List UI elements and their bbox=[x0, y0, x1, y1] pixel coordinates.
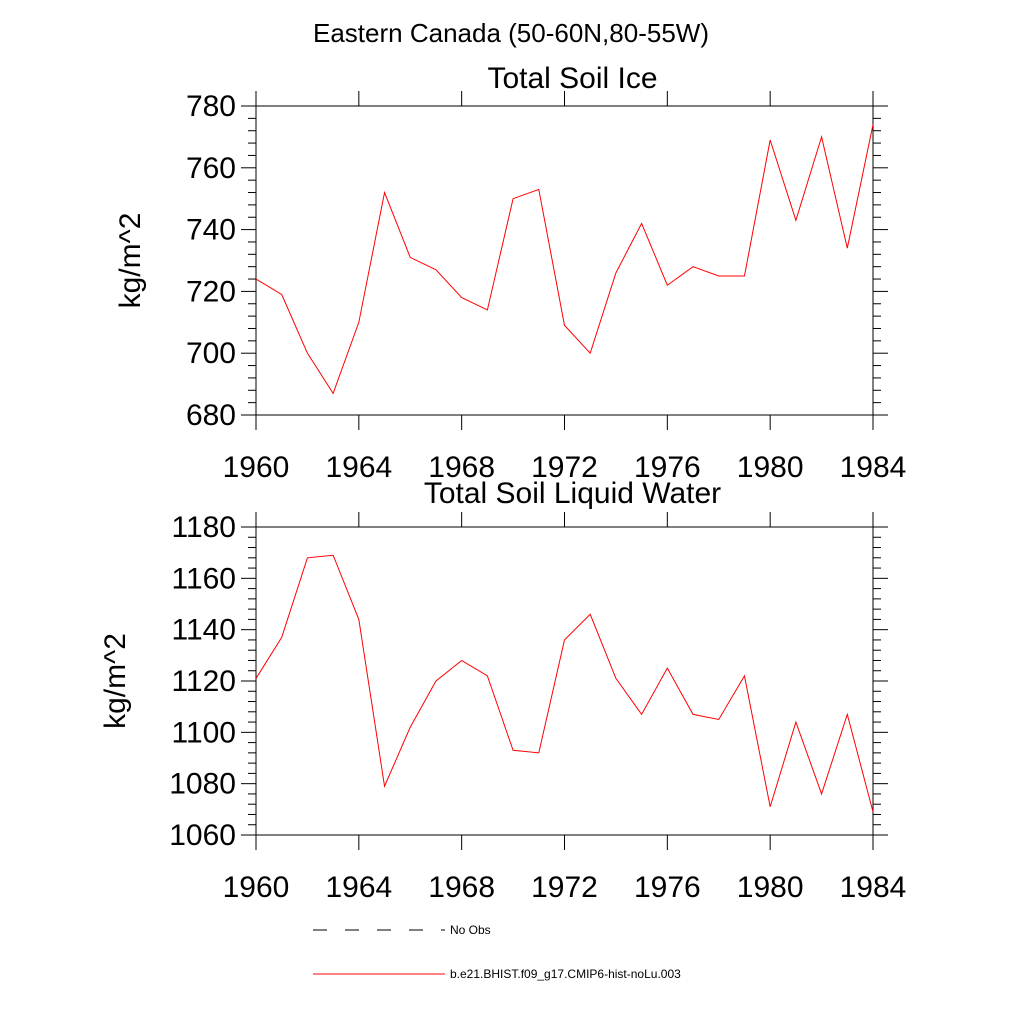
x-tick-label: 1980 bbox=[737, 871, 804, 904]
y-tick-label: 760 bbox=[186, 152, 236, 185]
chart-panels: Total Soil Ice 1960 1964 1968 1972 1976 1980 19… bbox=[99, 62, 906, 904]
legend-item: No Obs bbox=[313, 923, 491, 937]
y-tick-label: 720 bbox=[186, 275, 236, 308]
x-tick-label: 1960 bbox=[223, 451, 290, 484]
legend: No Obs b.e21.BHIST.f09_g17.CMIP6-hist-noL… bbox=[313, 923, 681, 981]
chart-panel-2: Total Soil Liquid Water 1960 1964 1968 1972 1… bbox=[99, 477, 906, 904]
x-tick-label: 1964 bbox=[325, 451, 392, 484]
chart-panel-1: Total Soil Ice 1960 1964 1968 1972 1976 1980 19… bbox=[114, 62, 906, 484]
y-tick-label: 700 bbox=[186, 337, 236, 370]
x-tick-label: 1976 bbox=[634, 451, 701, 484]
y-tick-label: 1100 bbox=[171, 716, 236, 749]
y-tick-label: 1140 bbox=[171, 614, 236, 647]
plot-frame bbox=[255, 105, 874, 416]
legend-label: No Obs bbox=[450, 923, 491, 937]
y-tick-label: 1080 bbox=[169, 768, 236, 801]
x-tick-label: 1968 bbox=[428, 871, 495, 904]
y-tick-label: 1120 bbox=[171, 665, 236, 698]
y-tick-label: 680 bbox=[186, 399, 236, 432]
x-tick-label: 1964 bbox=[325, 871, 392, 904]
legend-label: b.e21.BHIST.f09_g17.CMIP6-hist-noLu.003 bbox=[450, 967, 681, 981]
panel-title: Total Soil Ice bbox=[487, 62, 657, 95]
y-tick-label: 780 bbox=[186, 90, 236, 123]
plot-frame bbox=[255, 526, 874, 836]
y-tick-label: 1160 bbox=[171, 562, 236, 595]
y-tick-label: 1180 bbox=[171, 511, 236, 544]
x-tick-label: 1972 bbox=[531, 451, 598, 484]
x-tick-label: 1984 bbox=[840, 451, 907, 484]
figure-title: Eastern Canada (50-60N,80-55W) bbox=[313, 18, 709, 48]
legend-item: b.e21.BHIST.f09_g17.CMIP6-hist-noLu.003 bbox=[313, 967, 681, 981]
x-tick-label: 1984 bbox=[840, 871, 907, 904]
x-tick-label: 1968 bbox=[428, 451, 495, 484]
series-line bbox=[255, 124, 874, 395]
x-tick-label: 1972 bbox=[531, 871, 598, 904]
y-axis-label: kg/m^2 bbox=[99, 633, 132, 729]
x-tick-label: 1976 bbox=[634, 871, 701, 904]
x-tick-label: 1960 bbox=[223, 871, 290, 904]
panel-title: Total Soil Liquid Water bbox=[424, 477, 721, 510]
series-line bbox=[255, 554, 874, 813]
y-tick-label: 1060 bbox=[169, 819, 236, 852]
y-axis-label: kg/m^2 bbox=[114, 213, 147, 309]
y-tick-label: 740 bbox=[186, 214, 236, 247]
x-tick-label: 1980 bbox=[737, 451, 804, 484]
